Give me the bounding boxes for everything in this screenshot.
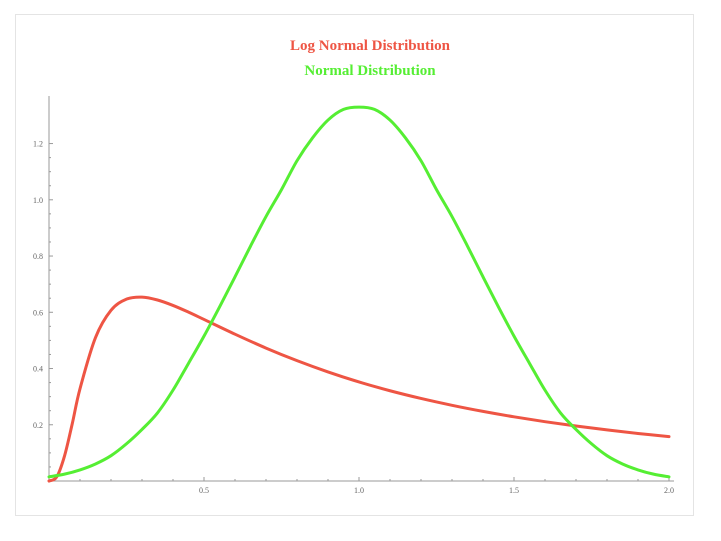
- y-tick-label: 0.8: [33, 252, 43, 261]
- x-ticks: 0.5 1.0 1.5 2.0: [79, 477, 674, 495]
- y-tick-label: 0.2: [33, 421, 43, 430]
- series-layer: [47, 105, 671, 483]
- series-line-log-normal: [47, 295, 671, 483]
- x-tick-label: 2.0: [664, 486, 674, 495]
- y-tick-label: 0.6: [33, 308, 43, 317]
- legend: Log Normal Distribution Normal Distribut…: [290, 38, 451, 79]
- series-line-normal: [47, 105, 671, 479]
- y-ticks: 0.2 0.4 0.6 0.8 1.0 1.2: [33, 140, 53, 468]
- x-tick-label: 1.0: [354, 486, 364, 495]
- legend-entry-log-normal: Log Normal Distribution: [290, 38, 451, 54]
- y-tick-label: 1.2: [33, 140, 43, 149]
- y-tick-label: 1.0: [33, 196, 43, 205]
- x-tick-label: 1.5: [509, 486, 519, 495]
- x-tick-label: 0.5: [199, 486, 209, 495]
- y-tick-label: 0.4: [33, 365, 43, 374]
- legend-entry-normal: Normal Distribution: [304, 63, 436, 79]
- axes: [48, 96, 674, 482]
